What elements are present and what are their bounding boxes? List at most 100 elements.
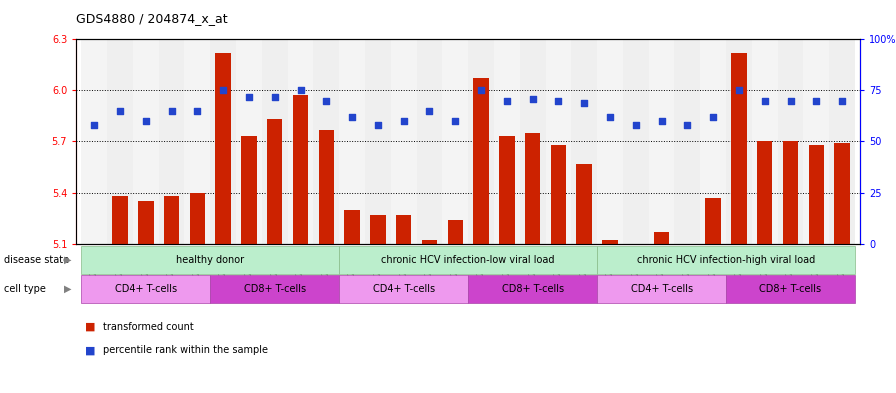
Bar (443, 39, 469, 244)
Text: transformed count: transformed count (103, 321, 194, 332)
Bar (211, 39, 236, 244)
Bar (525, 133, 540, 244)
Bar (551, 145, 566, 244)
Point (732, 87, 746, 94)
Bar (701, 39, 726, 244)
Point (500, 97, 514, 104)
Point (113, 108, 127, 114)
Bar (705, 198, 721, 244)
Point (783, 97, 797, 104)
Text: CD8+ T-cells: CD8+ T-cells (244, 284, 306, 294)
Text: chronic HCV infection-low viral load: chronic HCV infection-low viral load (382, 255, 555, 265)
Text: CD4+ T-cells: CD4+ T-cells (115, 284, 177, 294)
Bar (159, 39, 185, 244)
Point (525, 95, 539, 102)
Bar (576, 163, 592, 244)
Point (268, 94, 282, 100)
Point (706, 114, 720, 120)
Point (577, 99, 591, 106)
Point (654, 118, 668, 124)
Text: ▶: ▶ (65, 255, 72, 265)
Bar (391, 39, 417, 244)
Bar (654, 232, 669, 244)
Point (216, 87, 230, 94)
Point (474, 87, 488, 94)
Text: ▶: ▶ (65, 284, 72, 294)
Point (397, 118, 411, 124)
Bar (417, 39, 443, 244)
Bar (262, 39, 288, 244)
Point (139, 118, 153, 124)
Bar (469, 39, 494, 244)
Point (319, 97, 333, 104)
Point (293, 87, 307, 94)
Point (809, 97, 823, 104)
Bar (752, 39, 778, 244)
Text: GDS4880 / 204874_x_at: GDS4880 / 204874_x_at (76, 12, 228, 25)
Bar (108, 39, 133, 244)
Bar (133, 39, 159, 244)
Point (603, 114, 617, 120)
Bar (778, 39, 804, 244)
Point (190, 108, 204, 114)
Text: chronic HCV infection-high viral load: chronic HCV infection-high viral load (637, 255, 815, 265)
Point (371, 122, 385, 128)
Bar (190, 193, 205, 244)
Bar (314, 39, 340, 244)
Text: ■: ■ (85, 321, 96, 332)
Bar (731, 53, 746, 244)
Bar (164, 196, 179, 244)
Point (680, 122, 694, 128)
Text: ■: ■ (85, 345, 96, 355)
Bar (241, 136, 256, 244)
Bar (185, 39, 211, 244)
Bar (370, 215, 385, 244)
Point (835, 97, 849, 104)
Bar (293, 95, 308, 244)
Bar (546, 39, 572, 244)
Bar (288, 39, 314, 244)
Bar (236, 39, 262, 244)
Bar (494, 39, 520, 244)
Bar (829, 39, 855, 244)
Bar (649, 39, 675, 244)
Bar (422, 240, 437, 244)
Bar (447, 220, 463, 244)
Bar (675, 39, 701, 244)
Bar (804, 39, 829, 244)
Text: CD8+ T-cells: CD8+ T-cells (760, 284, 822, 294)
Point (629, 122, 643, 128)
Text: CD8+ T-cells: CD8+ T-cells (502, 284, 564, 294)
Bar (572, 39, 597, 244)
Bar (138, 201, 153, 244)
Point (758, 97, 772, 104)
Point (551, 97, 565, 104)
Bar (267, 119, 282, 244)
Bar (602, 240, 617, 244)
Text: CD4+ T-cells: CD4+ T-cells (631, 284, 693, 294)
Bar (783, 141, 798, 244)
Text: cell type: cell type (4, 284, 47, 294)
Bar (340, 39, 365, 244)
Text: healthy donor: healthy donor (177, 255, 245, 265)
Text: percentile rank within the sample: percentile rank within the sample (103, 345, 268, 355)
Point (242, 94, 256, 100)
Point (422, 108, 436, 114)
Bar (473, 79, 489, 244)
Bar (82, 39, 108, 244)
Bar (808, 145, 824, 244)
Bar (623, 39, 649, 244)
Text: disease state: disease state (4, 255, 70, 265)
Bar (319, 130, 334, 244)
Point (345, 114, 359, 120)
Point (87, 122, 101, 128)
Bar (834, 143, 849, 244)
Bar (757, 141, 772, 244)
Bar (726, 39, 752, 244)
Text: CD4+ T-cells: CD4+ T-cells (373, 284, 435, 294)
Bar (597, 39, 623, 244)
Bar (520, 39, 546, 244)
Bar (365, 39, 391, 244)
Bar (215, 53, 231, 244)
Bar (344, 209, 360, 244)
